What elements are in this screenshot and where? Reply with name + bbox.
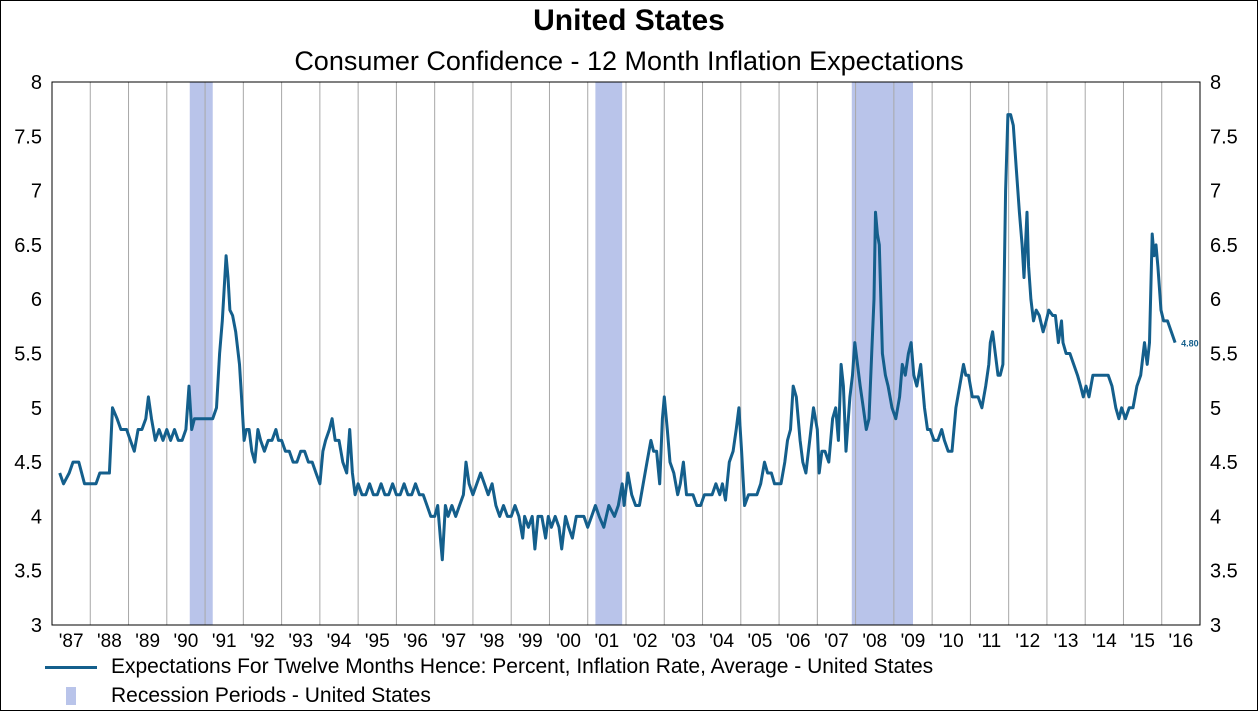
x-tick-label: '88 <box>97 631 122 652</box>
y-tick-label-right: 5.5 <box>1210 344 1238 366</box>
legend-label-series: Expectations For Twelve Months Hence: Pe… <box>111 655 934 678</box>
series-line <box>58 113 1177 562</box>
y-tick-label-left: 8 <box>31 72 42 94</box>
x-tick-label: '91 <box>212 631 237 652</box>
legend-box-swatch <box>66 687 76 705</box>
x-tick-label: '05 <box>748 631 773 652</box>
y-tick-label-right: 3 <box>1210 615 1221 637</box>
y-tick-label-right: 5 <box>1210 398 1221 420</box>
x-tick-label: '15 <box>1130 631 1155 652</box>
y-tick-label-left: 3.5 <box>14 561 42 583</box>
x-tick-label: '04 <box>709 631 734 652</box>
x-tick-label: '98 <box>480 631 505 652</box>
x-tick-label: '96 <box>403 631 428 652</box>
y-tick-label-right: 3.5 <box>1210 561 1238 583</box>
y-tick-label-right: 4 <box>1210 506 1221 528</box>
y-tick-label-left: 7.5 <box>14 126 42 148</box>
legend-item-series: Expectations For Twelve Months Hence: Pe… <box>45 655 933 679</box>
y-tick-label-left: 5 <box>31 398 42 420</box>
chart-title: United States <box>533 4 725 37</box>
y-tick-label-right: 7 <box>1210 181 1221 203</box>
legend-line-swatch <box>45 665 97 669</box>
legend-item-recession: Recession Periods - United States <box>45 684 431 708</box>
x-tick-label: '11 <box>978 631 1001 652</box>
y-tick-label-right: 7.5 <box>1210 126 1238 148</box>
x-tick-label: '10 <box>939 631 964 652</box>
x-tick-label: '07 <box>824 631 849 652</box>
y-tick-label-right: 4.5 <box>1210 452 1238 474</box>
last-value-label: 4.80 <box>1181 339 1199 349</box>
x-tick-label: '94 <box>327 631 352 652</box>
x-tick-label: '13 <box>1054 631 1079 652</box>
x-tick-label: '90 <box>174 631 199 652</box>
y-tick-label-left: 6 <box>31 289 42 311</box>
y-tick-label-left: 6.5 <box>14 235 42 257</box>
y-tick-label-right: 8 <box>1210 72 1221 94</box>
x-tick-label: '01 <box>594 631 619 652</box>
x-tick-label: '02 <box>633 631 658 652</box>
x-tick-label: '87 <box>59 631 84 652</box>
x-tick-label: '99 <box>518 631 543 652</box>
y-tick-label-left: 4.5 <box>14 452 42 474</box>
x-tick-label: '97 <box>441 631 466 652</box>
legend-label-recession: Recession Periods - United States <box>111 684 431 707</box>
x-tick-label: '06 <box>786 631 811 652</box>
y-tick-label-left: 7 <box>31 181 42 203</box>
x-tick-label: '12 <box>1015 631 1040 652</box>
y-tick-label-right: 6.5 <box>1210 235 1238 257</box>
x-tick-label: '16 <box>1168 631 1193 652</box>
y-tick-label-right: 6 <box>1210 289 1221 311</box>
recession-band <box>595 82 623 625</box>
chart-subtitle: Consumer Confidence - 12 Month Inflation… <box>294 46 964 76</box>
x-tick-label: '89 <box>135 631 160 652</box>
x-tick-label: '09 <box>901 631 926 652</box>
recession-band <box>189 82 213 625</box>
y-tick-label-left: 5.5 <box>14 344 42 366</box>
x-tick-label: '00 <box>556 631 581 652</box>
x-tick-label: '03 <box>671 631 696 652</box>
y-tick-label-left: 4 <box>31 506 42 528</box>
x-tick-label: '08 <box>862 631 887 652</box>
x-tick-label: '93 <box>288 631 313 652</box>
y-tick-label-left: 3 <box>31 615 42 637</box>
x-tick-label: '92 <box>250 631 275 652</box>
x-tick-label: '95 <box>365 631 390 652</box>
x-tick-label: '14 <box>1092 631 1117 652</box>
plot-border <box>51 81 1201 626</box>
